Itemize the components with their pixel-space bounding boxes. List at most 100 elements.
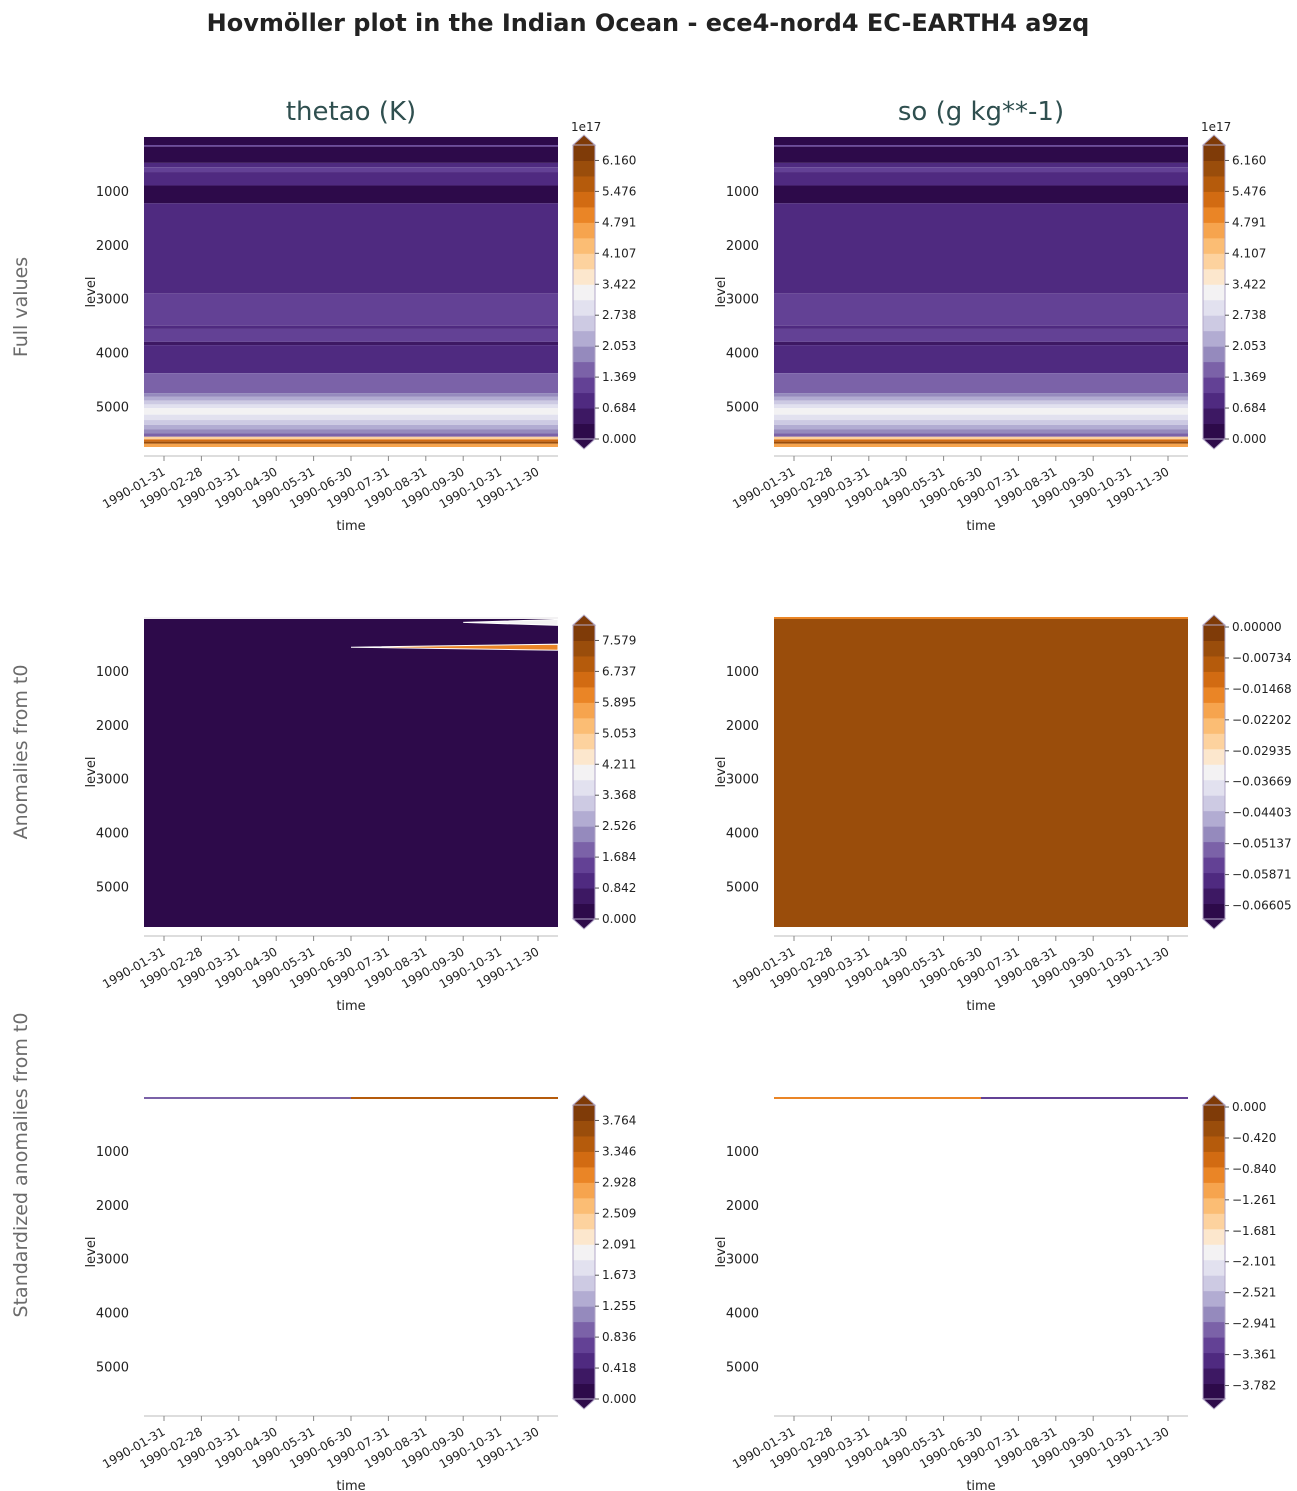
surface-anomaly-left (144, 1097, 351, 1099)
colorbar-swatch (1203, 748, 1225, 765)
colorbar-swatch (573, 408, 595, 425)
colorbar-tick-label: 5.053 (602, 726, 636, 740)
colorbar-swatch (573, 160, 595, 177)
colorbar-tick-label: −0.02935 (1232, 744, 1292, 758)
figure-title: Hovmöller plot in the Indian Ocean - ece… (207, 9, 1090, 37)
colorbar-tick-label: 2.738 (602, 308, 636, 322)
y-tick-label: 5000 (96, 401, 129, 416)
plot-area (774, 1097, 1188, 1407)
colorbar-swatch (573, 145, 595, 161)
colorbar-swatch (573, 1228, 595, 1245)
colorbar-swatch (1203, 408, 1225, 425)
colorbar-std-thetao: 0.000 0.418 0.836 1.255 1.673 2.091 2.509 2.928… (571, 1094, 636, 1410)
y-tick-label: 1000 (96, 665, 129, 680)
colorbar-swatch (573, 1182, 595, 1199)
colorbar-swatch (1203, 1105, 1225, 1121)
colorbar-frame (572, 144, 596, 440)
colorbar-swatch (573, 1244, 595, 1261)
depth-band-18 (144, 408, 558, 415)
colorbar-tick-label: 5.476 (1232, 184, 1266, 198)
y-tick-label: 3000 (96, 773, 129, 788)
colorbar-extend-max (1201, 134, 1227, 146)
colorbar-tick-label: 2.053 (1232, 339, 1266, 353)
colorbar-swatch (573, 1337, 595, 1354)
depth-band-11 (774, 341, 1188, 346)
depth-band-21 (144, 424, 558, 430)
colorbar-tick-label: 0.418 (602, 1361, 636, 1375)
colorbar-frame (1202, 144, 1226, 440)
depth-band-10 (144, 328, 558, 342)
colorbar-swatch (1203, 1290, 1225, 1307)
colorbar-swatch (573, 222, 595, 239)
colorbar-tick-label: 1.255 (602, 1299, 636, 1313)
colorbar-tick-label: 2.091 (602, 1237, 636, 1251)
colorbar-swatch (573, 237, 595, 254)
colorbar-swatch (573, 175, 595, 192)
colorbar-swatch (573, 1166, 595, 1183)
y-axis-label: level (714, 757, 729, 788)
depth-band-8 (144, 293, 558, 326)
y-tick-label: 2000 (96, 719, 129, 734)
colorbar-frame (572, 624, 596, 920)
colorbar-tick-label: 2.738 (1232, 308, 1266, 322)
panel-std-thetao: 1990-01-311990-02-281990-03-311990-04-30… (84, 1094, 636, 1491)
colorbar-frame (572, 1104, 596, 1400)
depth-band-17 (774, 404, 1188, 409)
colorbar-swatch (1203, 1135, 1225, 1152)
y-tick-label: 1000 (726, 1145, 759, 1160)
colorbar-exponent: 1e17 (1201, 120, 1231, 134)
colorbar-tick-label: 5.895 (602, 695, 636, 709)
depth-band-15 (774, 396, 1188, 401)
colorbar-std-so: 0.000 −0.420 −0.840 −1.261 −1.681 −2.101 −2.52… (1201, 1094, 1276, 1410)
y-tick-label: 3000 (96, 1253, 129, 1268)
colorbar-swatch (1203, 346, 1225, 363)
colorbar-swatch (573, 392, 595, 409)
colorbar-swatch (1203, 717, 1225, 734)
y-tick-label: 2000 (726, 719, 759, 734)
y-tick-label: 2000 (96, 1199, 129, 1214)
y-axis-label: level (714, 1237, 729, 1268)
heatmap-anom-thetao (144, 617, 559, 927)
colorbar-swatch (1203, 888, 1225, 905)
colorbar-tick-label: −2.521 (1232, 1286, 1276, 1300)
depth-band-12 (774, 345, 1188, 374)
depth-band-1 (144, 145, 558, 147)
colorbar-tick-label: 4.211 (602, 757, 636, 771)
colorbar-swatch (573, 330, 595, 347)
colorbar-swatch (1203, 160, 1225, 177)
panel-std-so: 1990-01-311990-02-281990-03-311990-04-30… (714, 1094, 1276, 1491)
colorbar-swatch (1203, 1197, 1225, 1214)
colorbar-swatch (573, 702, 595, 719)
depth-band-24 (774, 436, 1188, 440)
x-axis-label: time (966, 519, 995, 534)
colorbar-swatch (573, 779, 595, 796)
colorbar-tick-label: 0.684 (1232, 401, 1266, 415)
colorbar-swatch (1203, 299, 1225, 316)
y-tick-label: 1000 (96, 1145, 129, 1160)
depth-band-8 (774, 293, 1188, 326)
heatmap-full-so (774, 137, 1188, 447)
y-tick-label: 5000 (726, 881, 759, 896)
colorbar-swatch (573, 717, 595, 734)
colorbar-swatch (1203, 145, 1225, 161)
colorbar-swatch (1203, 671, 1225, 688)
colorbar-extend-min (571, 438, 597, 450)
depth-band-25 (144, 439, 558, 442)
colorbar-extend-min (571, 918, 597, 930)
colorbar-tick-label: 0.000 (602, 432, 636, 446)
colorbar-swatch (1203, 1306, 1225, 1323)
colorbar-tick-label: −3.361 (1232, 1348, 1276, 1362)
colorbar-tick-label: 3.764 (602, 1113, 636, 1127)
depth-band-9 (144, 325, 558, 329)
colorbar-swatch (573, 1352, 595, 1369)
surface-anomaly-0 (144, 617, 558, 619)
depth-band-4 (774, 167, 1188, 173)
depth-band-26 (144, 441, 558, 444)
colorbar-swatch (573, 206, 595, 223)
depth-band-18 (774, 408, 1188, 415)
colorbar-tick-label: −0.06605 (1232, 899, 1292, 913)
colorbar-full-thetao: 0.000 0.684 1.369 2.053 2.738 3.422 4.107 4.791… (571, 120, 636, 450)
colorbar-swatch (1203, 1151, 1225, 1168)
colorbar-swatch (1203, 841, 1225, 858)
panel-full-thetao: 1990-01-311990-02-281990-03-311990-04-30… (84, 120, 636, 534)
